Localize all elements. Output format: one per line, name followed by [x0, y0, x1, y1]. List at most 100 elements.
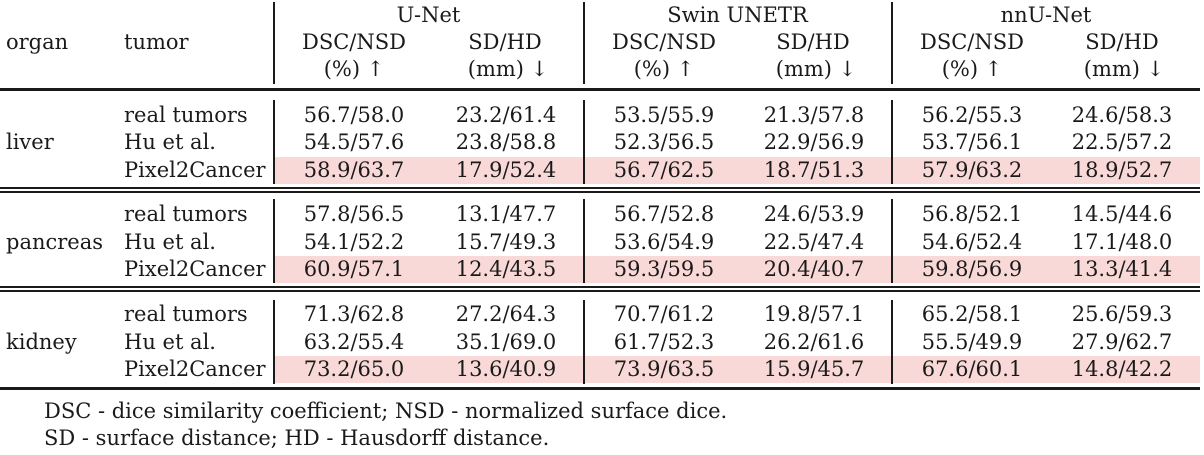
swin-metric-sd-hd: SD/HD [776, 30, 850, 54]
cell-highlight: 17.9/52.4 [455, 158, 557, 182]
cell: 54.1/52.2 [303, 230, 405, 254]
unet-metric-dsc-nsd: DSC/NSD [302, 30, 406, 54]
vsep-2-header [583, 2, 585, 84]
tumor-label: real tumors [124, 103, 248, 127]
cell-highlight: 58.9/63.7 [303, 158, 405, 182]
cell-highlight: 56.7/62.5 [613, 158, 715, 182]
organ-pancreas: pancreas [6, 230, 104, 254]
footnote-dsc-nsd: DSC - dice similarity coefficient; NSD -… [44, 399, 728, 423]
group-rule-1a [0, 187, 1200, 189]
cell-highlight: 13.3/41.4 [1071, 257, 1173, 281]
vsep-3-header [891, 2, 893, 84]
cell: 27.2/64.3 [455, 302, 557, 326]
cell: 56.7/52.8 [613, 202, 715, 226]
cell-highlight: 59.3/59.5 [613, 257, 715, 281]
vsep-1-g2 [273, 199, 275, 283]
group-rule-2a [0, 286, 1200, 288]
vsep-2-g3 [583, 300, 585, 384]
footnote-sd-hd: SD - surface distance; HD - Hausdorff di… [44, 426, 550, 450]
cell-highlight: 12.4/43.5 [455, 257, 557, 281]
vsep-2-g1 [583, 100, 585, 184]
vsep-1-g1 [273, 100, 275, 184]
highlight-band-liver [274, 157, 1200, 184]
cell: 71.3/62.8 [303, 302, 405, 326]
tumor-label: Pixel2Cancer [124, 257, 266, 281]
cell: 15.7/49.3 [455, 230, 557, 254]
cell: 65.2/58.1 [921, 302, 1023, 326]
cell-highlight: 14.8/42.2 [1071, 357, 1173, 381]
cell: 53.5/55.9 [613, 103, 715, 127]
tumor-label: Pixel2Cancer [124, 357, 266, 381]
swin-unit-mm: (mm) ↓ [775, 57, 857, 81]
cell-highlight: 18.7/51.3 [763, 158, 865, 182]
cell: 53.7/56.1 [921, 130, 1023, 154]
vsep-3-g2 [891, 199, 893, 283]
cell: 19.8/57.1 [763, 302, 865, 326]
cell-highlight: 20.4/40.7 [763, 257, 865, 281]
header-tumor: tumor [124, 30, 189, 54]
header-organ: organ [6, 30, 69, 54]
cell-highlight: 18.9/52.7 [1071, 158, 1173, 182]
organ-liver: liver [6, 130, 54, 154]
cell-highlight: 73.9/63.5 [613, 357, 715, 381]
cell: 14.5/44.6 [1071, 202, 1173, 226]
nnunet-unit-mm: (mm) ↓ [1083, 57, 1165, 81]
highlight-band-kidney [274, 356, 1200, 383]
cell-highlight: 57.9/63.2 [921, 158, 1023, 182]
swin-metric-dsc-nsd: DSC/NSD [612, 30, 716, 54]
cell: 24.6/53.9 [763, 202, 865, 226]
cell: 54.6/52.4 [921, 230, 1023, 254]
tumor-label: Pixel2Cancer [124, 158, 266, 182]
vsep-2-g2 [583, 199, 585, 283]
cell: 53.6/54.9 [613, 230, 715, 254]
cell: 21.3/57.8 [763, 103, 865, 127]
model-swin-unetr: Swin UNETR [667, 3, 808, 27]
cell: 52.3/56.5 [613, 130, 715, 154]
organ-kidney: kidney [6, 330, 77, 354]
cell-highlight: 13.6/40.9 [455, 357, 557, 381]
cell-highlight: 59.8/56.9 [921, 257, 1023, 281]
cell: 63.2/55.4 [303, 330, 405, 354]
cell: 56.2/55.3 [921, 103, 1023, 127]
cell: 56.8/52.1 [921, 202, 1023, 226]
cell: 55.5/49.9 [921, 330, 1023, 354]
vsep-1-header [273, 2, 275, 84]
cell: 27.9/62.7 [1071, 330, 1173, 354]
cell: 22.5/47.4 [763, 230, 865, 254]
cell: 22.9/56.9 [763, 130, 865, 154]
cell: 24.6/58.3 [1071, 103, 1173, 127]
nnunet-metric-sd-hd: SD/HD [1085, 30, 1159, 54]
nnunet-metric-dsc-nsd: DSC/NSD [920, 30, 1024, 54]
vsep-3-g3 [891, 300, 893, 384]
swin-unit-percent: (%) ↑ [633, 57, 695, 81]
vsep-3-g1 [891, 100, 893, 184]
cell-highlight: 60.9/57.1 [303, 257, 405, 281]
cell: 22.5/57.2 [1071, 130, 1173, 154]
cell: 57.8/56.5 [303, 202, 405, 226]
cell: 25.6/59.3 [1071, 302, 1173, 326]
cell: 23.8/58.8 [455, 130, 557, 154]
tumor-label: real tumors [124, 302, 248, 326]
cell: 54.5/57.6 [303, 130, 405, 154]
model-unet: U-Net [396, 3, 461, 27]
unet-metric-sd-hd: SD/HD [468, 30, 542, 54]
highlight-band-pancreas [274, 256, 1200, 283]
unet-unit-mm: (mm) ↓ [467, 57, 549, 81]
cell: 17.1/48.0 [1071, 230, 1173, 254]
nnunet-unit-percent: (%) ↑ [941, 57, 1003, 81]
cell: 13.1/47.7 [455, 202, 557, 226]
cell: 56.7/58.0 [303, 103, 405, 127]
unet-unit-percent: (%) ↑ [323, 57, 385, 81]
bottom-rule [0, 387, 1200, 390]
vsep-1-g3 [273, 300, 275, 384]
tumor-label: Hu et al. [124, 130, 216, 154]
tumor-label: real tumors [124, 202, 248, 226]
cell: 23.2/61.4 [455, 103, 557, 127]
tumor-label: Hu et al. [124, 330, 216, 354]
cell: 61.7/52.3 [613, 330, 715, 354]
group-rule-2b [0, 290, 1200, 292]
model-nnunet: nnU-Net [1000, 3, 1092, 27]
cell: 35.1/69.0 [455, 330, 557, 354]
cell-highlight: 67.6/60.1 [921, 357, 1023, 381]
cell-highlight: 73.2/65.0 [303, 357, 405, 381]
